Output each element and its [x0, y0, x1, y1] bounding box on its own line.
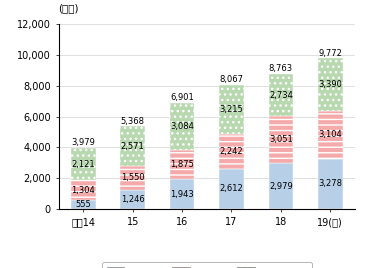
Text: 2,242: 2,242	[220, 147, 243, 156]
Text: 3,390: 3,390	[318, 80, 342, 89]
Text: 5,368: 5,368	[121, 117, 145, 126]
Text: 1,943: 1,943	[170, 189, 194, 199]
Bar	[170, 179, 194, 209]
Text: 2,121: 2,121	[71, 159, 95, 169]
Bar	[120, 166, 145, 190]
Text: 3,104: 3,104	[318, 130, 342, 139]
Bar	[318, 159, 343, 209]
Bar	[269, 74, 293, 116]
Text: 3,215: 3,215	[220, 105, 243, 114]
Text: 8,763: 8,763	[269, 64, 293, 73]
Bar	[219, 85, 244, 134]
Bar	[170, 103, 194, 150]
Bar	[318, 58, 343, 111]
Text: 2,979: 2,979	[269, 182, 293, 191]
Text: 8,067: 8,067	[220, 75, 243, 84]
Bar	[71, 180, 96, 200]
Text: 3,278: 3,278	[318, 179, 342, 188]
Text: (億円): (億円)	[59, 3, 79, 13]
Bar	[120, 126, 145, 166]
Text: 2,734: 2,734	[269, 91, 293, 99]
Text: 3,979: 3,979	[71, 138, 95, 147]
Bar	[219, 169, 244, 209]
Text: 1,875: 1,875	[170, 160, 194, 169]
Bar	[71, 200, 96, 209]
Bar	[219, 134, 244, 169]
Bar	[269, 163, 293, 209]
Bar	[269, 116, 293, 163]
Text: 555: 555	[75, 200, 91, 209]
Bar	[71, 148, 96, 180]
Text: 1,246: 1,246	[121, 195, 145, 204]
Text: 1,550: 1,550	[121, 173, 145, 183]
Text: 1,304: 1,304	[71, 186, 95, 195]
Bar	[318, 111, 343, 159]
Text: 2,612: 2,612	[220, 184, 243, 193]
Text: 3,084: 3,084	[170, 122, 194, 131]
Bar	[120, 190, 145, 209]
Text: 3,051: 3,051	[269, 135, 293, 144]
Bar	[170, 150, 194, 179]
Text: 9,772: 9,772	[318, 49, 342, 58]
Text: 6,901: 6,901	[170, 93, 194, 102]
Text: 2,571: 2,571	[121, 142, 145, 151]
Legend: 映像系ソフト, 音声系ソフト, テキスト系ソフト: 映像系ソフト, 音声系ソフト, テキスト系ソフト	[102, 262, 312, 268]
